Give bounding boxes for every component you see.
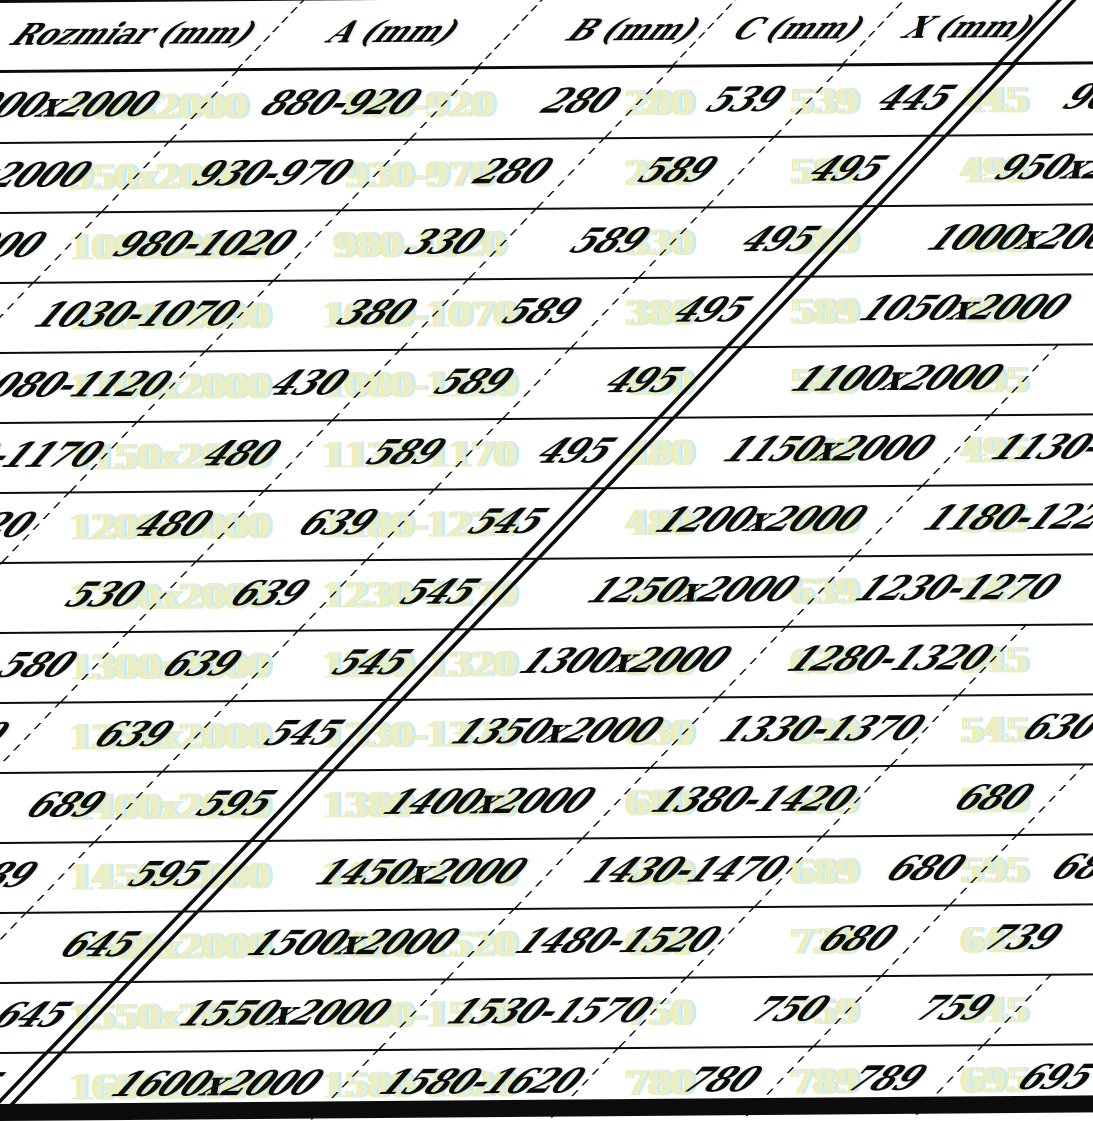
cell-rozmiar: 1450x2000 [302, 851, 539, 894]
cell-b: 780 [669, 1059, 774, 1101]
column-header: B (mm) [555, 12, 712, 49]
cell-x: 595 [183, 783, 288, 825]
cell-x: 695 [0, 1065, 16, 1107]
cell-c: 639 [149, 644, 254, 685]
cell-b: 680 [805, 918, 910, 960]
cell-a: 1180-1220 [0, 505, 48, 548]
cell-x: 695 [1004, 1057, 1093, 1099]
cell-c: 689 [0, 855, 50, 897]
cell-b: 630 [1009, 707, 1093, 749]
cell-c: 789 [834, 1058, 939, 1100]
cell-c: 589 [489, 291, 594, 333]
cell-x: 545 [319, 642, 424, 684]
cell-x: 545 [455, 501, 560, 543]
cell-b: 750 [737, 989, 842, 1031]
cell-x: 495 [591, 360, 696, 402]
cell-a: 1130-1170 [0, 435, 116, 477]
cell-b: 430 [256, 363, 361, 404]
cell-b: 330 [392, 222, 497, 263]
cell-b: 680 [873, 848, 978, 890]
cell-rozmiar: 1550x2000 [166, 992, 403, 1035]
cell-rozmiar: 1300x2000 [506, 640, 743, 683]
cell-c: 589 [625, 150, 730, 192]
cell-rozmiar: 1600x2000 [98, 1063, 335, 1106]
cell-rozmiar: 1050x2000 [846, 287, 1083, 330]
cell-a: 880-920 [247, 82, 433, 125]
cell-a: 1080-1120 [0, 364, 184, 407]
cell-rozmiar: 1200x2000 [642, 499, 879, 541]
cell-rozmiar: 1000x2000 [0, 225, 58, 268]
cell-c: 539 [693, 79, 798, 121]
cell-c: 689 [1038, 847, 1093, 888]
cell-c: 589 [421, 361, 526, 403]
cell-c: 739 [970, 917, 1075, 959]
cell-rozmiar: 1000x2000 [914, 216, 1093, 259]
cell-a: 980-1020 [100, 223, 309, 266]
cell-a: 1330-1370 [706, 708, 937, 751]
cell-b: 380 [324, 292, 429, 334]
cell-x: 495 [523, 431, 628, 472]
cell-a: 1580-1620 [366, 1061, 597, 1104]
cell-x: 495 [659, 290, 764, 331]
cell-a: 1430-1470 [570, 849, 801, 892]
cell-rozmiar: 1350x2000 [438, 710, 675, 753]
cell-a: 1530-1570 [434, 990, 665, 1033]
cell-x: 545 [387, 572, 492, 613]
cell-b: 530 [52, 574, 157, 616]
cell-rozmiar: 1250x2000 [574, 569, 811, 612]
cell-c: 589 [557, 220, 662, 262]
cell-b: 480 [120, 504, 225, 546]
cell-c: 639 [285, 502, 390, 544]
cell-b: 480 [188, 433, 293, 475]
cell-x: 495 [795, 148, 900, 190]
column-header: C (mm) [721, 11, 877, 48]
cell-rozmiar: 950x2000 [0, 155, 104, 197]
cell-a: 1130-1170 [978, 426, 1093, 469]
cell-a: 1030-1070 [21, 294, 252, 336]
cell-a: 1230-1270 [842, 567, 1073, 610]
cell-b: 630 [0, 715, 21, 757]
cell-a: 1380-1420 [638, 779, 869, 821]
cell-rozmiar: 950x2000 [982, 146, 1093, 189]
cell-b: 280 [460, 151, 565, 193]
cell-a: 1180-1220 [910, 497, 1093, 539]
column-header: X (mm) [891, 9, 1046, 46]
cell-b: 580 [0, 645, 89, 687]
cell-c: 589 [353, 432, 458, 474]
cell-rozmiar: 1100x2000 [778, 358, 1015, 400]
cell-x: 495 [727, 219, 832, 261]
cell-rozmiar: 900x2000 [1050, 76, 1093, 118]
cell-x: 595 [115, 854, 220, 896]
cell-b: 280 [528, 81, 633, 122]
cell-c: 639 [81, 714, 186, 756]
cell-x: 645 [0, 995, 84, 1037]
cell-a: 1480-1520 [502, 920, 733, 963]
cell-c: 759 [902, 988, 1007, 1029]
cell-x: 645 [47, 924, 152, 966]
cell-rozmiar: 1500x2000 [234, 922, 471, 965]
cell-x: 545 [251, 713, 356, 755]
cell-x: 445 [863, 78, 968, 120]
column-header: Rozmiar (mm) [0, 15, 268, 54]
cell-rozmiar: 900x2000 [0, 84, 172, 127]
cell-b: 680 [941, 777, 1046, 819]
cell-c: 689 [13, 785, 118, 826]
cell-c: 639 [217, 573, 322, 615]
cell-a: 930-970 [179, 153, 365, 195]
column-header: A (mm) [316, 14, 471, 51]
cell-a: 1280-1320 [774, 638, 1005, 680]
cell-rozmiar: 1400x2000 [370, 781, 607, 824]
cell-rozmiar: 1150x2000 [710, 428, 947, 471]
